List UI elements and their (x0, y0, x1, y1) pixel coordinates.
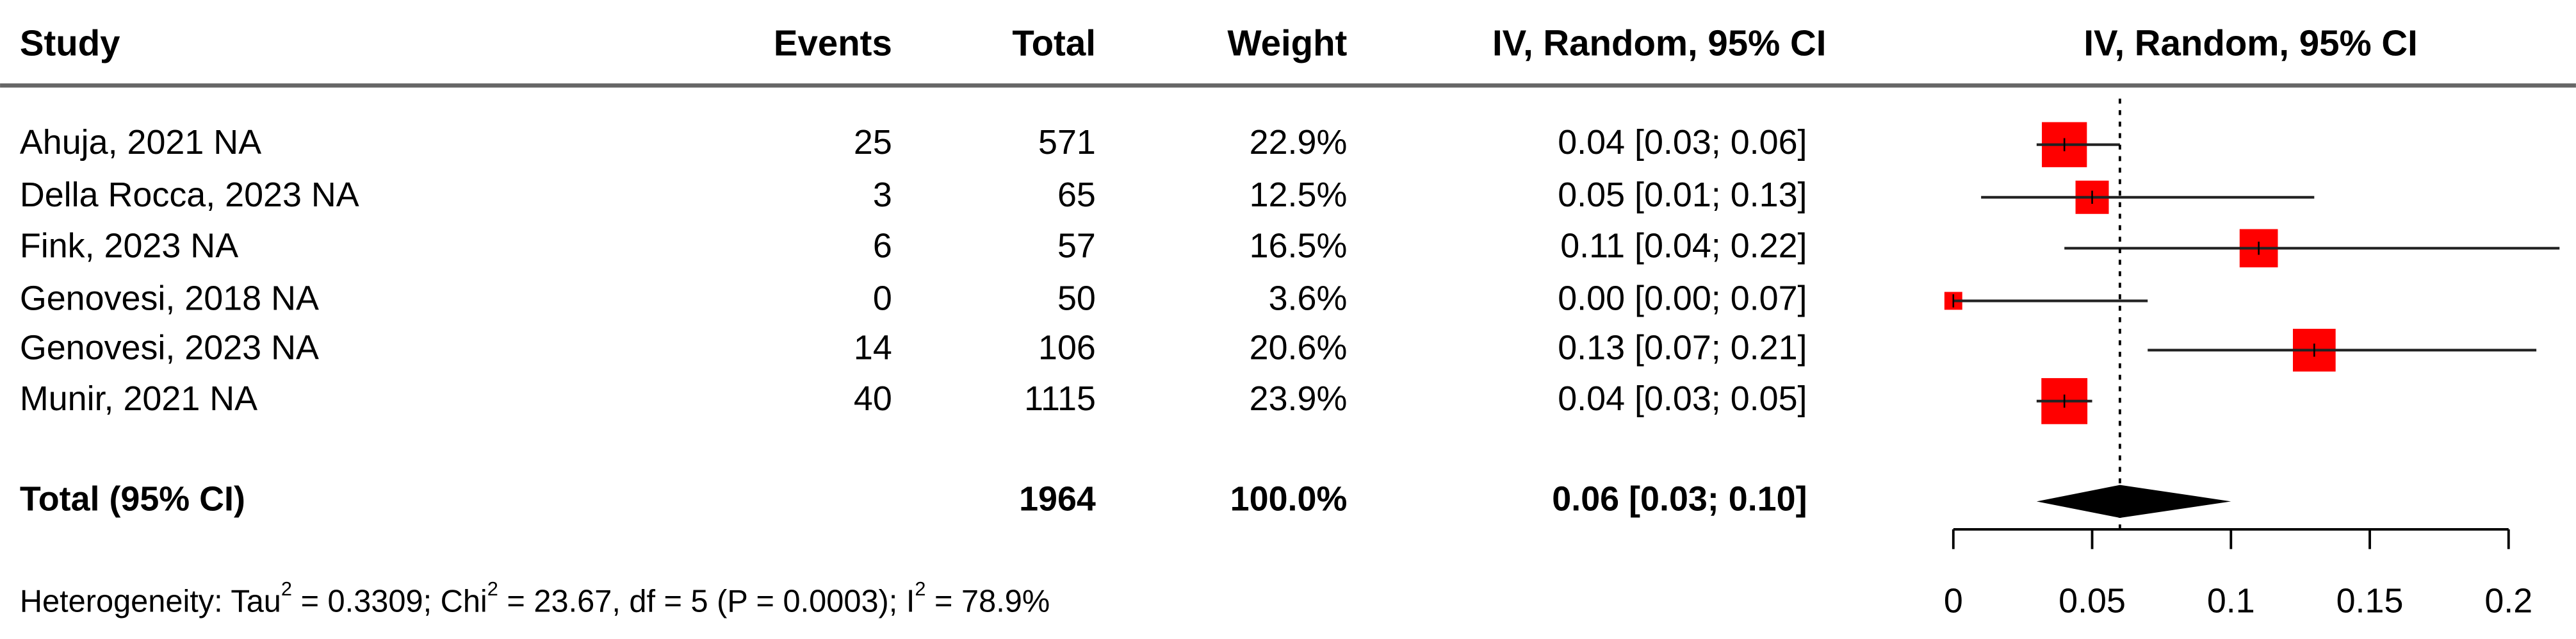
plot-header: IV, Random, 95% CI (2083, 23, 2417, 63)
events: 25 (854, 123, 892, 162)
events: 3 (873, 176, 892, 214)
weight: 20.6% (1250, 329, 1348, 367)
x-tick-label: 0.15 (2336, 582, 2404, 620)
x-tick-label: 0.05 (2058, 582, 2126, 620)
heterogeneity-part: Heterogeneity: Tau (20, 584, 281, 618)
total: 1115 (1024, 379, 1096, 418)
ci-label: 0.05 [0.01; 0.13] (1558, 176, 1807, 214)
plot-area (1944, 122, 2560, 424)
total-ci: 0.06 [0.03; 0.10] (1552, 480, 1807, 519)
column-header: Events (774, 23, 892, 63)
total: 57 (1057, 227, 1096, 265)
total: 571 (1038, 123, 1096, 162)
heterogeneity: Heterogeneity: Tau2 = 0.3309; Chi2 = 23.… (20, 577, 1050, 618)
ci-label: 0.13 [0.07; 0.21] (1558, 329, 1807, 367)
column-header: Study (20, 23, 120, 63)
heterogeneity-part: = 23.67, df = 5 (P = 0.0003); I (498, 584, 915, 618)
total-count: 1964 (1019, 480, 1096, 519)
weight: 22.9% (1250, 123, 1348, 162)
superscript: 2 (281, 577, 292, 600)
column-header: Weight (1227, 23, 1347, 63)
superscript: 2 (487, 577, 498, 600)
weight: 16.5% (1250, 227, 1348, 265)
weight: 12.5% (1250, 176, 1348, 214)
column-header: IV, Random, 95% CI (1492, 23, 1826, 63)
heterogeneity-part: = 78.9% (926, 584, 1050, 618)
total: 65 (1057, 176, 1096, 214)
study-name: Munir, 2021 NA (20, 379, 257, 418)
ci-label: 0.00 [0.00; 0.07] (1558, 279, 1807, 318)
total-label: Total (95% CI) (20, 480, 245, 519)
x-tick-label: 0 (1944, 582, 1963, 620)
study-name: Fink, 2023 NA (20, 227, 238, 265)
study-name: Genovesi, 2023 NA (20, 329, 319, 367)
pooled-diamond (2036, 485, 2231, 518)
study-name: Della Rocca, 2023 NA (20, 176, 359, 214)
total: 106 (1038, 329, 1096, 367)
events: 40 (854, 379, 892, 418)
weight: 23.9% (1250, 379, 1348, 418)
heterogeneity-part: = 0.3309; Chi (292, 584, 487, 618)
x-tick-label: 0.2 (2484, 582, 2532, 620)
total: 50 (1057, 279, 1096, 318)
events: 6 (873, 227, 892, 265)
events: 0 (873, 279, 892, 318)
ci-label: 0.11 [0.04; 0.22] (1560, 227, 1807, 265)
weight: 3.6% (1269, 279, 1348, 318)
events: 14 (854, 329, 892, 367)
ci-label: 0.04 [0.03; 0.05] (1558, 379, 1807, 418)
column-header: Total (1012, 23, 1096, 63)
study-name: Genovesi, 2018 NA (20, 279, 319, 318)
ci-label: 0.04 [0.03; 0.06] (1558, 123, 1807, 162)
total-weight: 100.0% (1230, 480, 1348, 519)
superscript: 2 (915, 577, 925, 600)
study-name: Ahuja, 2021 NA (20, 123, 261, 162)
x-tick-label: 0.1 (2207, 582, 2255, 620)
